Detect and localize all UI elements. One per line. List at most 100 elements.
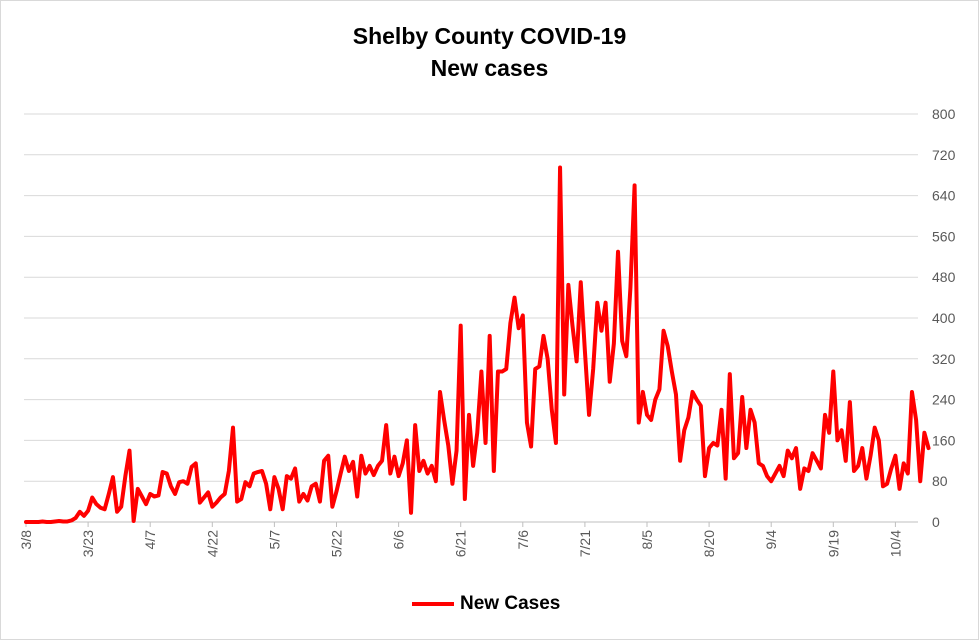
- data-point: [873, 426, 876, 429]
- data-point: [911, 391, 913, 393]
- data-point: [592, 368, 594, 370]
- data-point: [70, 519, 73, 522]
- data-point: [339, 472, 342, 475]
- data-point: [91, 496, 94, 499]
- data-point: [629, 286, 632, 289]
- series-line-new-cases: [24, 165, 931, 524]
- data-point: [907, 472, 909, 475]
- data-point: [66, 520, 69, 523]
- data-point: [435, 480, 437, 483]
- data-point: [401, 462, 404, 465]
- data-point: [377, 465, 379, 467]
- data-point: [869, 454, 872, 457]
- data-point: [190, 466, 193, 468]
- data-point: [252, 472, 255, 475]
- data-point: [546, 358, 549, 360]
- data-point: [538, 365, 541, 368]
- data-point: [426, 472, 429, 475]
- data-point: [219, 496, 222, 499]
- legend: New Cases: [412, 590, 560, 618]
- data-point: [584, 350, 586, 352]
- data-point: [352, 461, 354, 463]
- data-point: [749, 409, 752, 411]
- data-point: [368, 465, 371, 467]
- x-tick-label: 5/22: [329, 530, 345, 557]
- data-point: [613, 342, 615, 345]
- data-point: [488, 335, 491, 337]
- data-point: [54, 520, 56, 523]
- x-axis-tick-labels: 3/8 3/23 4/7 4/22 5/7 5/22 6/6 6/21 7/6 7/21 8/5 8/…: [18, 522, 903, 557]
- data-point: [894, 454, 897, 457]
- data-point: [414, 424, 416, 426]
- data-point: [824, 414, 826, 416]
- chart-title: Shelby County COVID-19: [352, 23, 627, 49]
- data-point: [844, 460, 847, 462]
- data-point: [381, 460, 383, 462]
- data-point: [927, 447, 930, 449]
- data-points: [25, 166, 930, 523]
- y-tick-label: 400: [932, 310, 956, 326]
- data-point: [170, 485, 172, 488]
- data-point: [902, 462, 905, 465]
- data-point: [331, 505, 334, 508]
- data-point: [306, 499, 309, 502]
- data-point: [410, 512, 412, 514]
- data-point: [58, 520, 60, 522]
- data-point: [281, 508, 284, 511]
- legend-swatch: [412, 602, 454, 606]
- data-point: [484, 442, 487, 444]
- x-tick-label: 8/20: [701, 530, 717, 557]
- data-point: [646, 414, 648, 416]
- data-point: [199, 501, 201, 504]
- x-tick-label: 3/8: [18, 530, 34, 550]
- data-point: [74, 517, 77, 519]
- data-point: [443, 419, 445, 421]
- data-point: [501, 370, 503, 373]
- data-point: [762, 465, 764, 467]
- data-point: [207, 491, 209, 494]
- data-point: [132, 520, 135, 522]
- data-point: [422, 460, 425, 462]
- y-tick-label: 320: [932, 351, 956, 367]
- data-point: [25, 521, 27, 523]
- data-point: [513, 296, 516, 299]
- data-point: [62, 520, 65, 523]
- data-point: [136, 488, 139, 490]
- data-point: [153, 495, 156, 498]
- x-tick-label: 9/4: [763, 530, 779, 550]
- data-point: [687, 416, 690, 419]
- data-point: [261, 470, 263, 472]
- data-point: [753, 421, 756, 424]
- data-point: [493, 470, 495, 472]
- data-point: [257, 471, 259, 473]
- x-tick-label: 5/7: [266, 530, 282, 550]
- data-point: [575, 360, 578, 363]
- y-tick-label: 0: [932, 514, 940, 530]
- y-tick-label: 720: [932, 147, 956, 163]
- data-point: [625, 355, 628, 358]
- data-point: [803, 467, 806, 470]
- data-point: [468, 414, 470, 416]
- data-point: [87, 509, 89, 512]
- data-point: [745, 447, 748, 449]
- x-tick-label: 10/4: [887, 530, 903, 557]
- data-point: [240, 498, 243, 500]
- data-point: [778, 465, 781, 467]
- data-point: [277, 488, 280, 490]
- data-point: [791, 457, 793, 460]
- data-point: [236, 500, 238, 503]
- data-point: [265, 482, 267, 485]
- data-point: [832, 370, 835, 373]
- data-point: [774, 472, 777, 475]
- data-point: [807, 470, 810, 472]
- data-point: [451, 482, 454, 485]
- data-point: [637, 421, 640, 424]
- data-point: [79, 511, 81, 513]
- data-point: [617, 250, 619, 253]
- data-point: [108, 493, 110, 495]
- data-point: [923, 431, 926, 434]
- data-point: [248, 485, 251, 488]
- x-tick-label: 4/7: [142, 530, 158, 550]
- data-point: [182, 480, 185, 483]
